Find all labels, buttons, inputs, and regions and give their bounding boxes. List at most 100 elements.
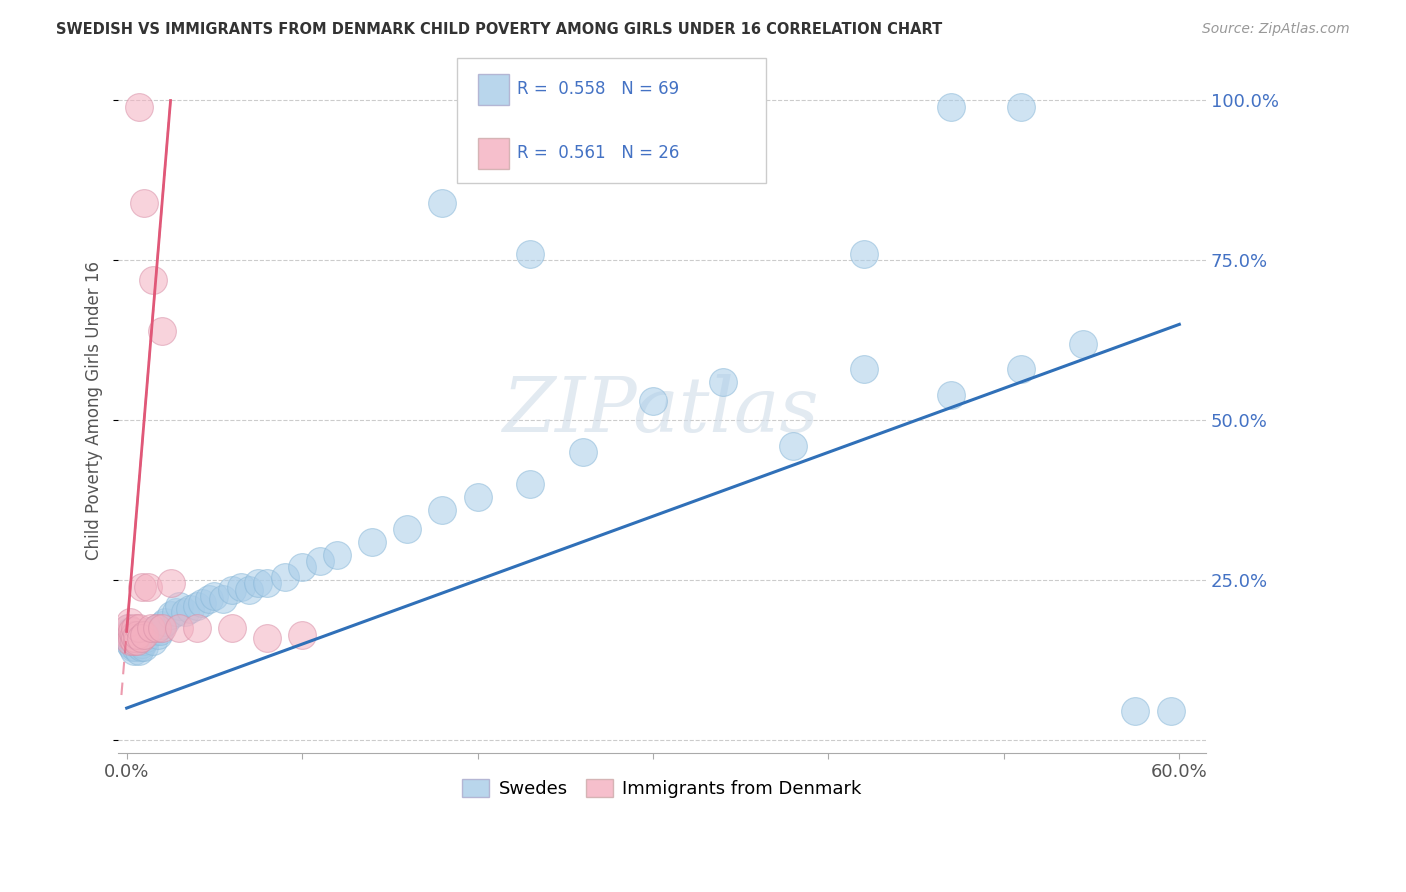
Point: [198, 592, 221, 607]
Legend: Swedes, Immigrants from Denmark: Swedes, Immigrants from Denmark: [456, 772, 869, 805]
Point: [150, 621, 173, 635]
Point: [361, 534, 384, 549]
Point: [129, 640, 152, 655]
Point: [127, 634, 149, 648]
Point: [117, 627, 139, 641]
Text: SWEDISH VS IMMIGRANTS FROM DENMARK CHILD POVERTY AMONG GIRLS UNDER 16 CORRELATIO: SWEDISH VS IMMIGRANTS FROM DENMARK CHILD…: [56, 22, 942, 37]
Point: [1010, 100, 1032, 114]
Point: [120, 624, 142, 639]
Point: [941, 100, 963, 114]
Point: [122, 634, 145, 648]
Point: [128, 100, 150, 114]
Point: [212, 592, 235, 607]
Point: [308, 554, 330, 568]
Point: [128, 627, 150, 641]
Point: [131, 580, 153, 594]
Point: [159, 576, 181, 591]
Text: ZIPatlas: ZIPatlas: [503, 374, 820, 448]
Point: [136, 580, 159, 594]
Point: [121, 640, 143, 655]
Point: [117, 621, 139, 635]
Point: [291, 560, 314, 574]
Point: [121, 624, 143, 639]
Point: [221, 582, 243, 597]
Point: [142, 272, 165, 286]
Point: [229, 580, 252, 594]
Y-axis label: Child Poverty Among Girls Under 16: Child Poverty Among Girls Under 16: [86, 261, 103, 560]
Point: [1071, 336, 1094, 351]
Point: [186, 621, 208, 635]
Point: [273, 570, 295, 584]
Point: [159, 608, 181, 623]
Point: [124, 621, 146, 635]
Point: [141, 621, 163, 635]
Point: [396, 522, 419, 536]
Text: Source: ZipAtlas.com: Source: ZipAtlas.com: [1202, 22, 1350, 37]
Point: [117, 621, 139, 635]
Point: [143, 624, 166, 639]
Point: [124, 634, 146, 648]
Point: [134, 634, 156, 648]
Point: [124, 631, 146, 645]
Point: [122, 634, 145, 648]
Point: [122, 631, 145, 645]
Point: [120, 634, 142, 648]
Point: [127, 637, 149, 651]
Point: [149, 624, 172, 639]
Point: [121, 634, 143, 648]
Point: [852, 247, 875, 261]
Point: [127, 627, 149, 641]
Point: [432, 195, 454, 210]
Point: [145, 621, 167, 635]
Point: [221, 621, 243, 635]
Point: [120, 615, 142, 629]
Point: [1125, 704, 1147, 718]
Point: [122, 627, 145, 641]
Point: [136, 627, 159, 641]
Point: [124, 627, 146, 641]
Point: [186, 599, 208, 613]
Point: [122, 643, 145, 657]
Point: [134, 195, 156, 210]
Point: [169, 621, 191, 635]
Point: [941, 387, 963, 401]
Point: [202, 589, 225, 603]
Point: [135, 631, 157, 645]
Point: [165, 605, 187, 619]
Point: [467, 490, 489, 504]
Point: [150, 324, 173, 338]
Point: [173, 605, 195, 619]
Point: [121, 631, 143, 645]
Point: [467, 100, 489, 114]
Point: [127, 631, 149, 645]
Point: [120, 634, 142, 648]
Point: [519, 247, 541, 261]
Point: [247, 576, 270, 591]
Point: [138, 624, 160, 639]
Point: [641, 394, 664, 409]
Point: [572, 445, 595, 459]
Point: [256, 576, 278, 591]
Point: [326, 548, 349, 562]
Point: [179, 602, 201, 616]
Point: [155, 615, 177, 629]
Point: [128, 621, 150, 635]
Point: [120, 637, 142, 651]
Text: R =  0.561   N = 26: R = 0.561 N = 26: [517, 145, 679, 162]
Point: [150, 618, 173, 632]
Point: [129, 631, 152, 645]
Point: [711, 375, 734, 389]
Point: [128, 634, 150, 648]
Point: [1010, 362, 1032, 376]
Point: [129, 634, 152, 648]
Text: R =  0.558   N = 69: R = 0.558 N = 69: [517, 80, 679, 98]
Point: [121, 627, 143, 641]
Point: [238, 582, 260, 597]
Point: [191, 596, 214, 610]
Point: [124, 640, 146, 655]
Point: [131, 627, 153, 641]
Point: [782, 439, 804, 453]
Point: [117, 631, 139, 645]
Point: [145, 621, 167, 635]
Point: [852, 362, 875, 376]
